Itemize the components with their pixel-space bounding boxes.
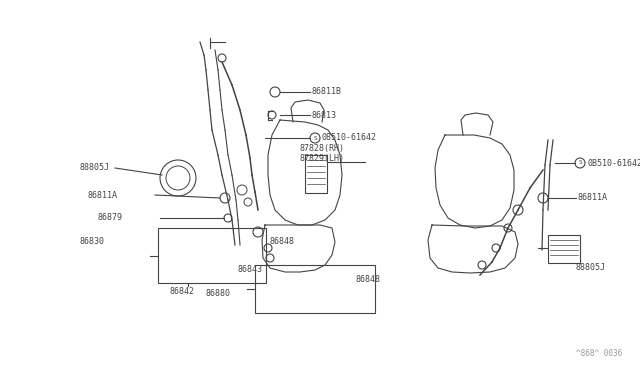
Text: S: S <box>579 160 582 166</box>
Text: 87829(LH): 87829(LH) <box>300 154 345 163</box>
Text: 86811A: 86811A <box>88 190 118 199</box>
Text: 86880: 86880 <box>205 289 230 298</box>
Text: 88805J: 88805J <box>80 164 110 173</box>
Text: 86813: 86813 <box>312 110 337 119</box>
Text: 88805J: 88805J <box>576 263 606 273</box>
Text: 86842: 86842 <box>170 286 195 295</box>
Text: 86848: 86848 <box>270 237 295 247</box>
Text: ^868^ 0036: ^868^ 0036 <box>576 349 622 358</box>
Text: 87828(RH): 87828(RH) <box>300 144 345 153</box>
Text: 08510-61642: 08510-61642 <box>322 134 377 142</box>
Text: S: S <box>313 135 317 141</box>
Bar <box>548 235 580 263</box>
Text: 0B510-61642: 0B510-61642 <box>587 158 640 167</box>
Bar <box>255 265 375 313</box>
Text: 86879: 86879 <box>98 214 123 222</box>
Text: 86811A: 86811A <box>578 193 608 202</box>
Text: 86848: 86848 <box>355 276 380 285</box>
Text: 86811B: 86811B <box>312 87 342 96</box>
Text: 86830: 86830 <box>80 237 105 247</box>
Bar <box>158 228 266 283</box>
Bar <box>305 155 327 193</box>
Text: 86843: 86843 <box>238 266 263 275</box>
